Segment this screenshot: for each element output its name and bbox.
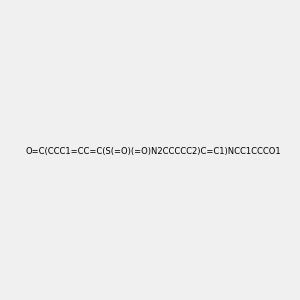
Text: O=C(CCC1=CC=C(S(=O)(=O)N2CCCCC2)C=C1)NCC1CCCO1: O=C(CCC1=CC=C(S(=O)(=O)N2CCCCC2)C=C1)NCC… <box>26 147 282 156</box>
